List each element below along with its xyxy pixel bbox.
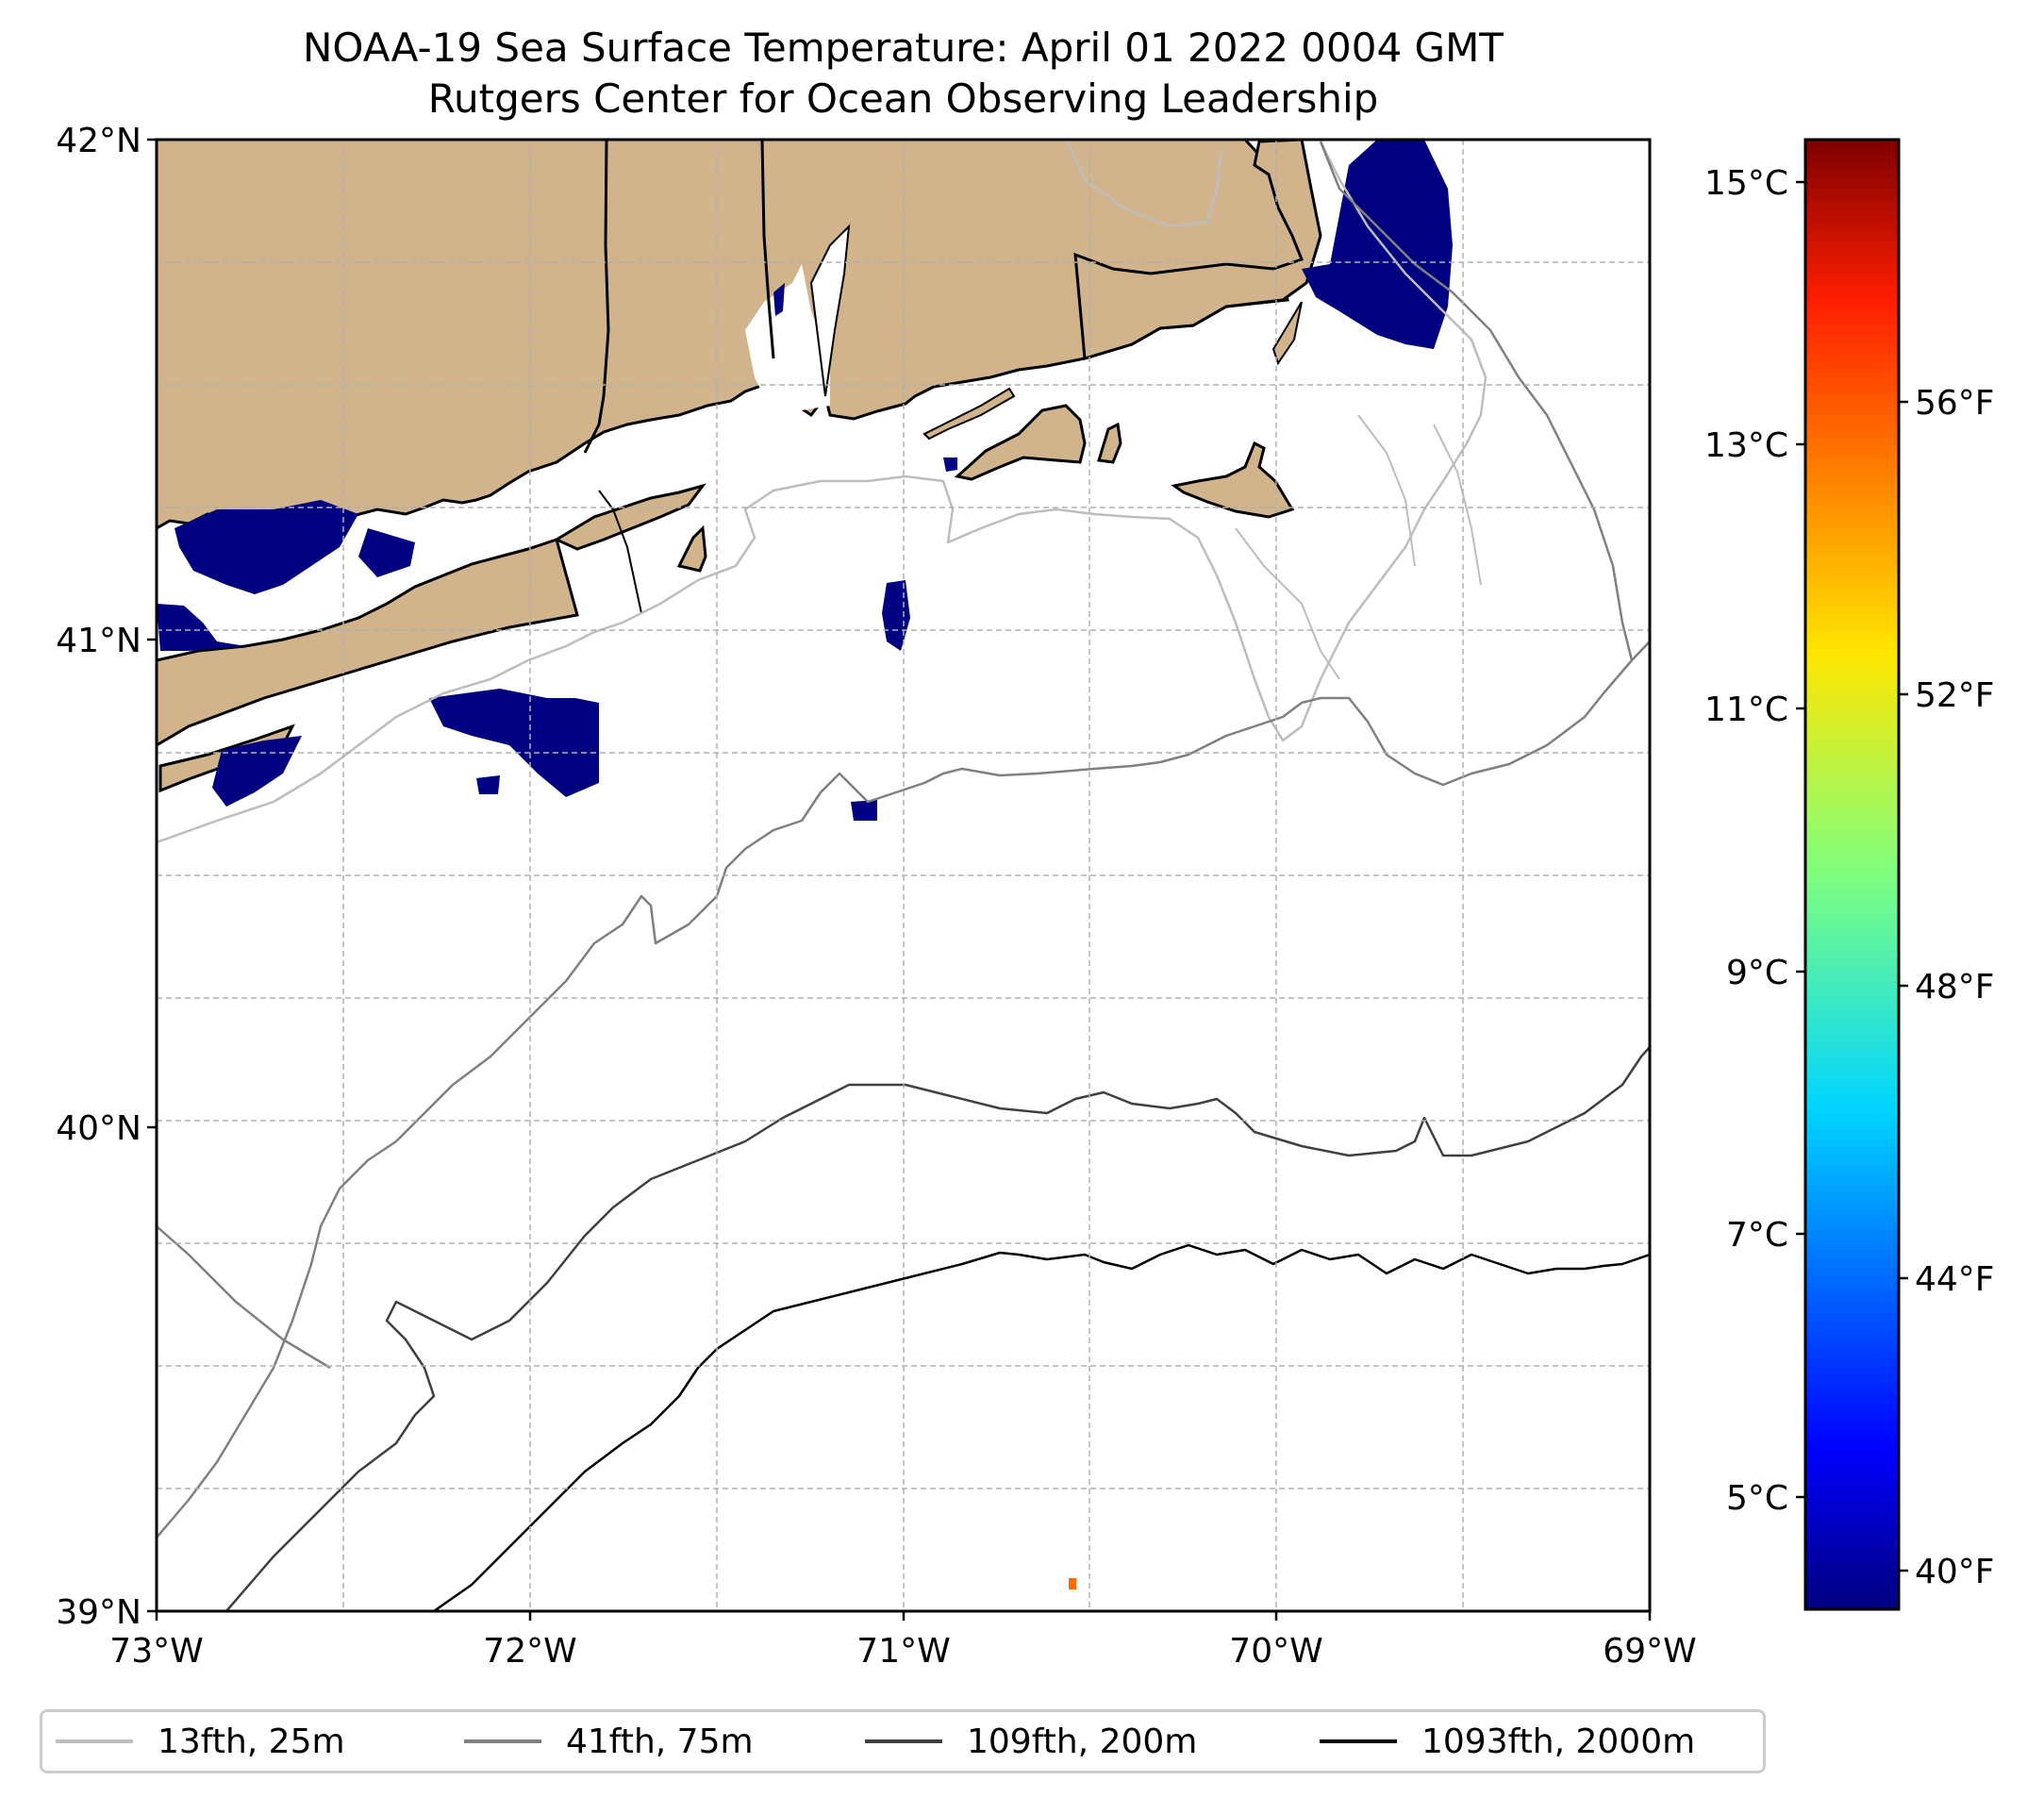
legend-label-200m: 109fth, 200m (967, 1722, 1198, 1761)
sst-patch-small-1 (476, 775, 500, 794)
lat-label-42: 42°N (56, 122, 141, 160)
sst-patch-li-sound (174, 500, 358, 594)
legend-item-200m: 109fth, 200m (865, 1712, 1197, 1771)
cbar-f-44: 44°F (1915, 1260, 1995, 1299)
contour-25m (157, 141, 1487, 844)
sst-patch-li-sound-2 (358, 528, 415, 577)
contour-2000m (433, 1243, 1650, 1611)
legend-label-25m: 13fth, 25m (158, 1722, 345, 1761)
cbar-c-5: 5°C (1726, 1479, 1788, 1518)
lon-label-71: 71°W (856, 1632, 950, 1671)
lat-label-39: 39°N (56, 1593, 141, 1632)
contour-legend: 13fth, 25m 41fth, 75m 109fth, 200m 1093f… (40, 1709, 1766, 1773)
land-nantucket (1171, 441, 1295, 519)
contour-200m (225, 1046, 1650, 1611)
legend-label-2000m: 1093fth, 2000m (1421, 1722, 1696, 1761)
sst-cold-patches (157, 140, 1453, 821)
title-line-1: NOAA-19 Sea Surface Temperature: April 0… (303, 25, 1504, 71)
land-cape-cod (1073, 140, 1322, 360)
sst-patch-west (157, 604, 245, 651)
sst-patch-small-2 (943, 458, 957, 472)
cbar-c-7: 7°C (1726, 1216, 1788, 1255)
sst-patch-narragansett (773, 283, 785, 316)
contour-75m (157, 641, 1650, 1539)
cbar-c-11: 11°C (1704, 691, 1788, 729)
cbar-f-52: 52°F (1915, 676, 1995, 715)
legend-item-25m: 13fth, 25m (56, 1712, 345, 1771)
cbar-c-9: 9°C (1726, 954, 1788, 992)
colorbar (1803, 138, 1901, 1611)
sst-patch-cape-cod-bay (1302, 140, 1453, 349)
legend-swatch-200m (865, 1739, 942, 1743)
legend-item-2000m: 1093fth, 2000m (1320, 1712, 1695, 1771)
cbar-f-48: 48°F (1915, 968, 1995, 1007)
land-block-island (676, 524, 707, 573)
title-line-2: Rutgers Center for Ocean Observing Leade… (427, 75, 1379, 122)
axis-ticks (147, 138, 1652, 1621)
legend-swatch-75m (464, 1739, 541, 1743)
sst-patch-offshore-2 (851, 800, 877, 821)
land-long-island (157, 538, 579, 747)
gridlines (157, 140, 1650, 1611)
legend-label-75m: 41fth, 75m (566, 1722, 754, 1761)
lat-label-40: 40°N (56, 1109, 141, 1148)
sst-patch-south-li (429, 689, 599, 797)
legend-swatch-25m (56, 1739, 133, 1743)
lon-label-73: 73°W (109, 1632, 203, 1671)
land-marthas-vineyard (954, 404, 1087, 481)
lon-label-69: 69°W (1603, 1632, 1696, 1671)
lon-label-70: 70°W (1229, 1632, 1322, 1671)
cbar-f-40: 40°F (1915, 1553, 1995, 1591)
cbar-f-56: 56°F (1915, 384, 1995, 423)
legend-swatch-2000m (1320, 1739, 1397, 1743)
cbar-c-13: 13°C (1704, 426, 1788, 465)
sst-warm-speck (1069, 1578, 1076, 1589)
map-area (157, 140, 1650, 1611)
lon-label-72: 72°W (483, 1632, 576, 1671)
lat-label-41: 41°N (56, 622, 141, 660)
colorbar-ticks (1796, 180, 1908, 1572)
cbar-c-15: 15°C (1704, 164, 1788, 203)
legend-item-75m: 41fth, 75m (464, 1712, 754, 1771)
